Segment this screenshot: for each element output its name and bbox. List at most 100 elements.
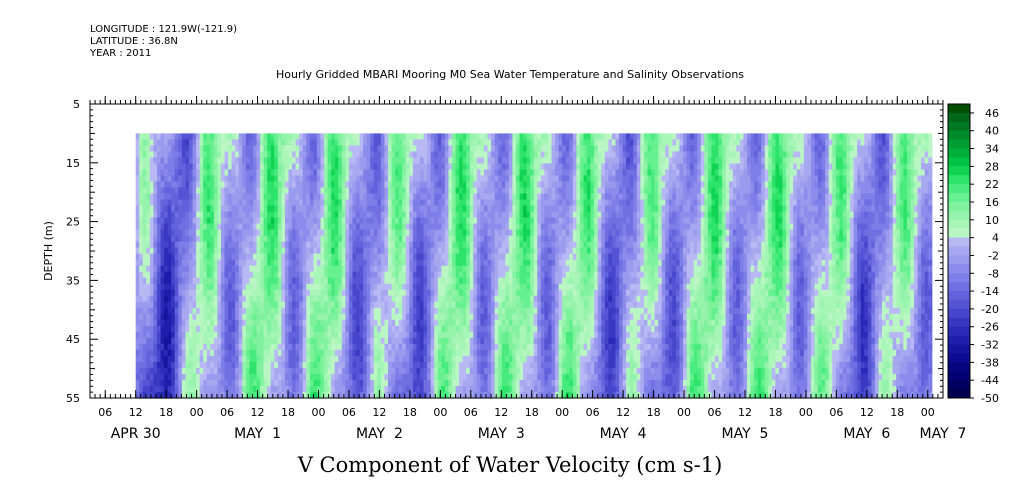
legend-swatch: [948, 335, 970, 345]
x-tick-label: 12: [738, 406, 752, 419]
legend-swatch: [948, 291, 970, 301]
x-tick-label: 00: [799, 406, 813, 419]
legend-swatch: [948, 362, 970, 372]
legend-swatch: [948, 308, 970, 319]
y-tick-label: 25: [66, 216, 80, 229]
legend-swatch: [948, 193, 970, 203]
x-axis-label: V Component of Water Velocity (cm s-1): [297, 453, 723, 477]
x-tick-label: 18: [159, 406, 173, 419]
x-tick-label: 18: [403, 406, 417, 419]
x-day-label: MAY 7: [920, 426, 967, 442]
heatmap-field: [135, 133, 933, 399]
year-text: YEAR : 2011: [90, 48, 152, 59]
x-tick-label: 06: [829, 406, 843, 419]
legend-swatch: [948, 300, 970, 310]
x-day-label: MAY 1: [234, 426, 281, 442]
x-tick-label: 06: [708, 406, 722, 419]
chart-title: Hourly Gridded MBARI Mooring M0 Sea Wate…: [275, 68, 745, 81]
legend-label: -20: [981, 303, 999, 316]
x-tick-label: 18: [768, 406, 782, 419]
x-day-label: MAY 4: [600, 426, 647, 442]
longitude-text: LONGITUDE : 121.9W(-121.9): [90, 24, 237, 35]
legend-swatch: [948, 228, 970, 239]
legend-swatch: [948, 344, 970, 354]
x-tick-label: 12: [251, 406, 265, 419]
x-tick-label: 06: [220, 406, 234, 419]
y-axis-label: DEPTH (m): [42, 221, 55, 281]
x-tick-label: 12: [372, 406, 386, 419]
legend-swatch: [948, 282, 970, 292]
legend-label: 10: [985, 214, 999, 227]
x-tick-label: 06: [342, 406, 356, 419]
x-day-label: MAY 3: [478, 426, 525, 442]
legend-label: 28: [985, 160, 999, 173]
y-tick-label: 35: [66, 274, 80, 287]
y-tick-label: 5: [73, 98, 80, 111]
legend-swatch: [948, 202, 970, 212]
legend-swatch: [948, 219, 970, 230]
x-tick-label: 06: [98, 406, 112, 419]
x-tick-label: 12: [494, 406, 508, 419]
y-tick-label: 45: [66, 333, 80, 346]
y-tick-label: 55: [66, 392, 80, 405]
x-day-label: APR 30: [111, 426, 161, 442]
legend-label: -44: [981, 374, 999, 387]
legend-swatch: [948, 273, 970, 283]
legend-swatch: [948, 264, 970, 274]
legend-label: -14: [981, 285, 999, 298]
legend-label: -38: [981, 356, 999, 369]
legend-swatch: [948, 237, 970, 247]
x-tick-label: 18: [890, 406, 904, 419]
legend-swatch: [948, 210, 970, 221]
legend-label: 4: [992, 232, 999, 245]
x-tick-label: 00: [433, 406, 447, 419]
legend-swatch: [948, 353, 970, 363]
legend-swatch: [948, 317, 970, 328]
legend-label: -2: [988, 249, 999, 262]
legend-swatch: [948, 389, 970, 399]
x-day-label: MAY 5: [722, 426, 769, 442]
legend-label: -50: [981, 392, 999, 405]
legend-label: -8: [988, 267, 999, 280]
legend-swatch: [948, 166, 970, 176]
legend-swatch: [948, 184, 970, 194]
legend-swatch: [948, 121, 970, 132]
legend-swatch: [948, 175, 970, 185]
legend-swatch: [948, 326, 970, 337]
x-tick-label: 12: [616, 406, 630, 419]
legend-frame: [947, 103, 971, 399]
x-day-label: MAY 2: [356, 426, 403, 442]
y-tick-label: 15: [66, 157, 80, 170]
legend-swatch: [948, 380, 970, 390]
legend-swatch: [948, 148, 970, 158]
legend-label: 16: [985, 196, 999, 209]
x-tick-label: 06: [464, 406, 478, 419]
x-tick-label: 00: [555, 406, 569, 419]
x-tick-label: 18: [281, 406, 295, 419]
latitude-text: LATITUDE : 36.8N: [90, 36, 178, 47]
legend-swatch: [948, 157, 970, 167]
x-tick-label: 18: [525, 406, 539, 419]
x-tick-label: 00: [311, 406, 325, 419]
x-tick-label: 00: [677, 406, 691, 419]
legend-label: 22: [985, 178, 999, 191]
legend-label: -26: [981, 321, 999, 334]
x-tick-label: 18: [647, 406, 661, 419]
color-legend: 46 40 34 28 22 16 10 4 -2 -8 -14 -20 -26 -32 -38 -44 -50: [947, 103, 999, 405]
x-tick-label: 06: [586, 406, 600, 419]
x-tick-label: 00: [190, 406, 204, 419]
x-day-label: MAY 6: [843, 426, 890, 442]
legend-label: 34: [985, 143, 999, 156]
legend-swatch: [948, 246, 970, 256]
legend-label: -32: [981, 339, 999, 352]
legend-swatch: [948, 104, 970, 114]
legend-label: 46: [985, 107, 999, 120]
legend-swatch: [948, 130, 970, 141]
legend-swatch: [948, 139, 970, 149]
plot-metadata: LONGITUDE : 121.9W(-121.9) LATITUDE : 36…: [90, 24, 237, 60]
legend-swatch: [948, 112, 970, 123]
x-tick-label: 12: [129, 406, 143, 419]
x-tick-label: 00: [921, 406, 935, 419]
legend-label: 40: [985, 125, 999, 138]
